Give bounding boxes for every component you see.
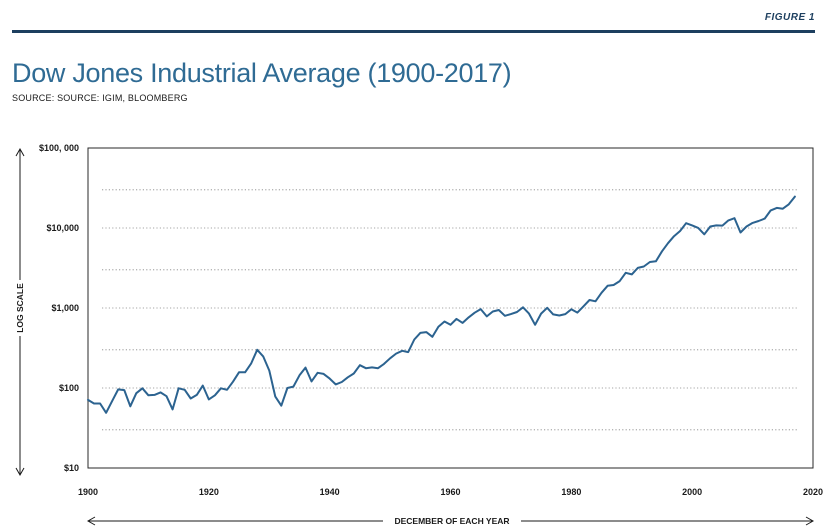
x-axis-arrowhead-left: [86, 516, 96, 526]
x-tick-label: 1920: [199, 487, 219, 497]
x-axis-arrowhead-right: [805, 516, 815, 526]
figure-label: FIGURE 1: [764, 12, 815, 23]
x-tick-label: 2000: [682, 487, 702, 497]
series-line-0: [87, 195, 796, 414]
y-tick-label: $100: [59, 383, 79, 393]
y-tick-label: $10: [64, 463, 79, 473]
source-note: SOURCE: SOURCE: IGIM, BLOOMBERG: [12, 93, 188, 103]
x-tick-label: 1960: [440, 487, 460, 497]
x-tick-label: 1980: [561, 487, 581, 497]
y-axis-arrowhead-up: [15, 147, 25, 157]
x-tick-label: 2020: [803, 487, 823, 497]
y-tick-label: $10,000: [46, 223, 79, 233]
y-tick-label: $1,000: [51, 303, 79, 313]
plot-frame: [87, 147, 814, 469]
y-tick-label: $100, 000: [39, 143, 79, 153]
chart-title: Dow Jones Industrial Average (1900-2017): [12, 58, 512, 88]
header-rule: [12, 30, 815, 33]
x-axis-title: DECEMBER OF EACH YEAR: [394, 516, 509, 526]
x-tick-label: 1900: [78, 487, 98, 497]
y-axis-arrowhead-down: [15, 467, 25, 477]
y-axis-title: LOG SCALE: [15, 283, 25, 333]
x-tick-label: 1940: [320, 487, 340, 497]
